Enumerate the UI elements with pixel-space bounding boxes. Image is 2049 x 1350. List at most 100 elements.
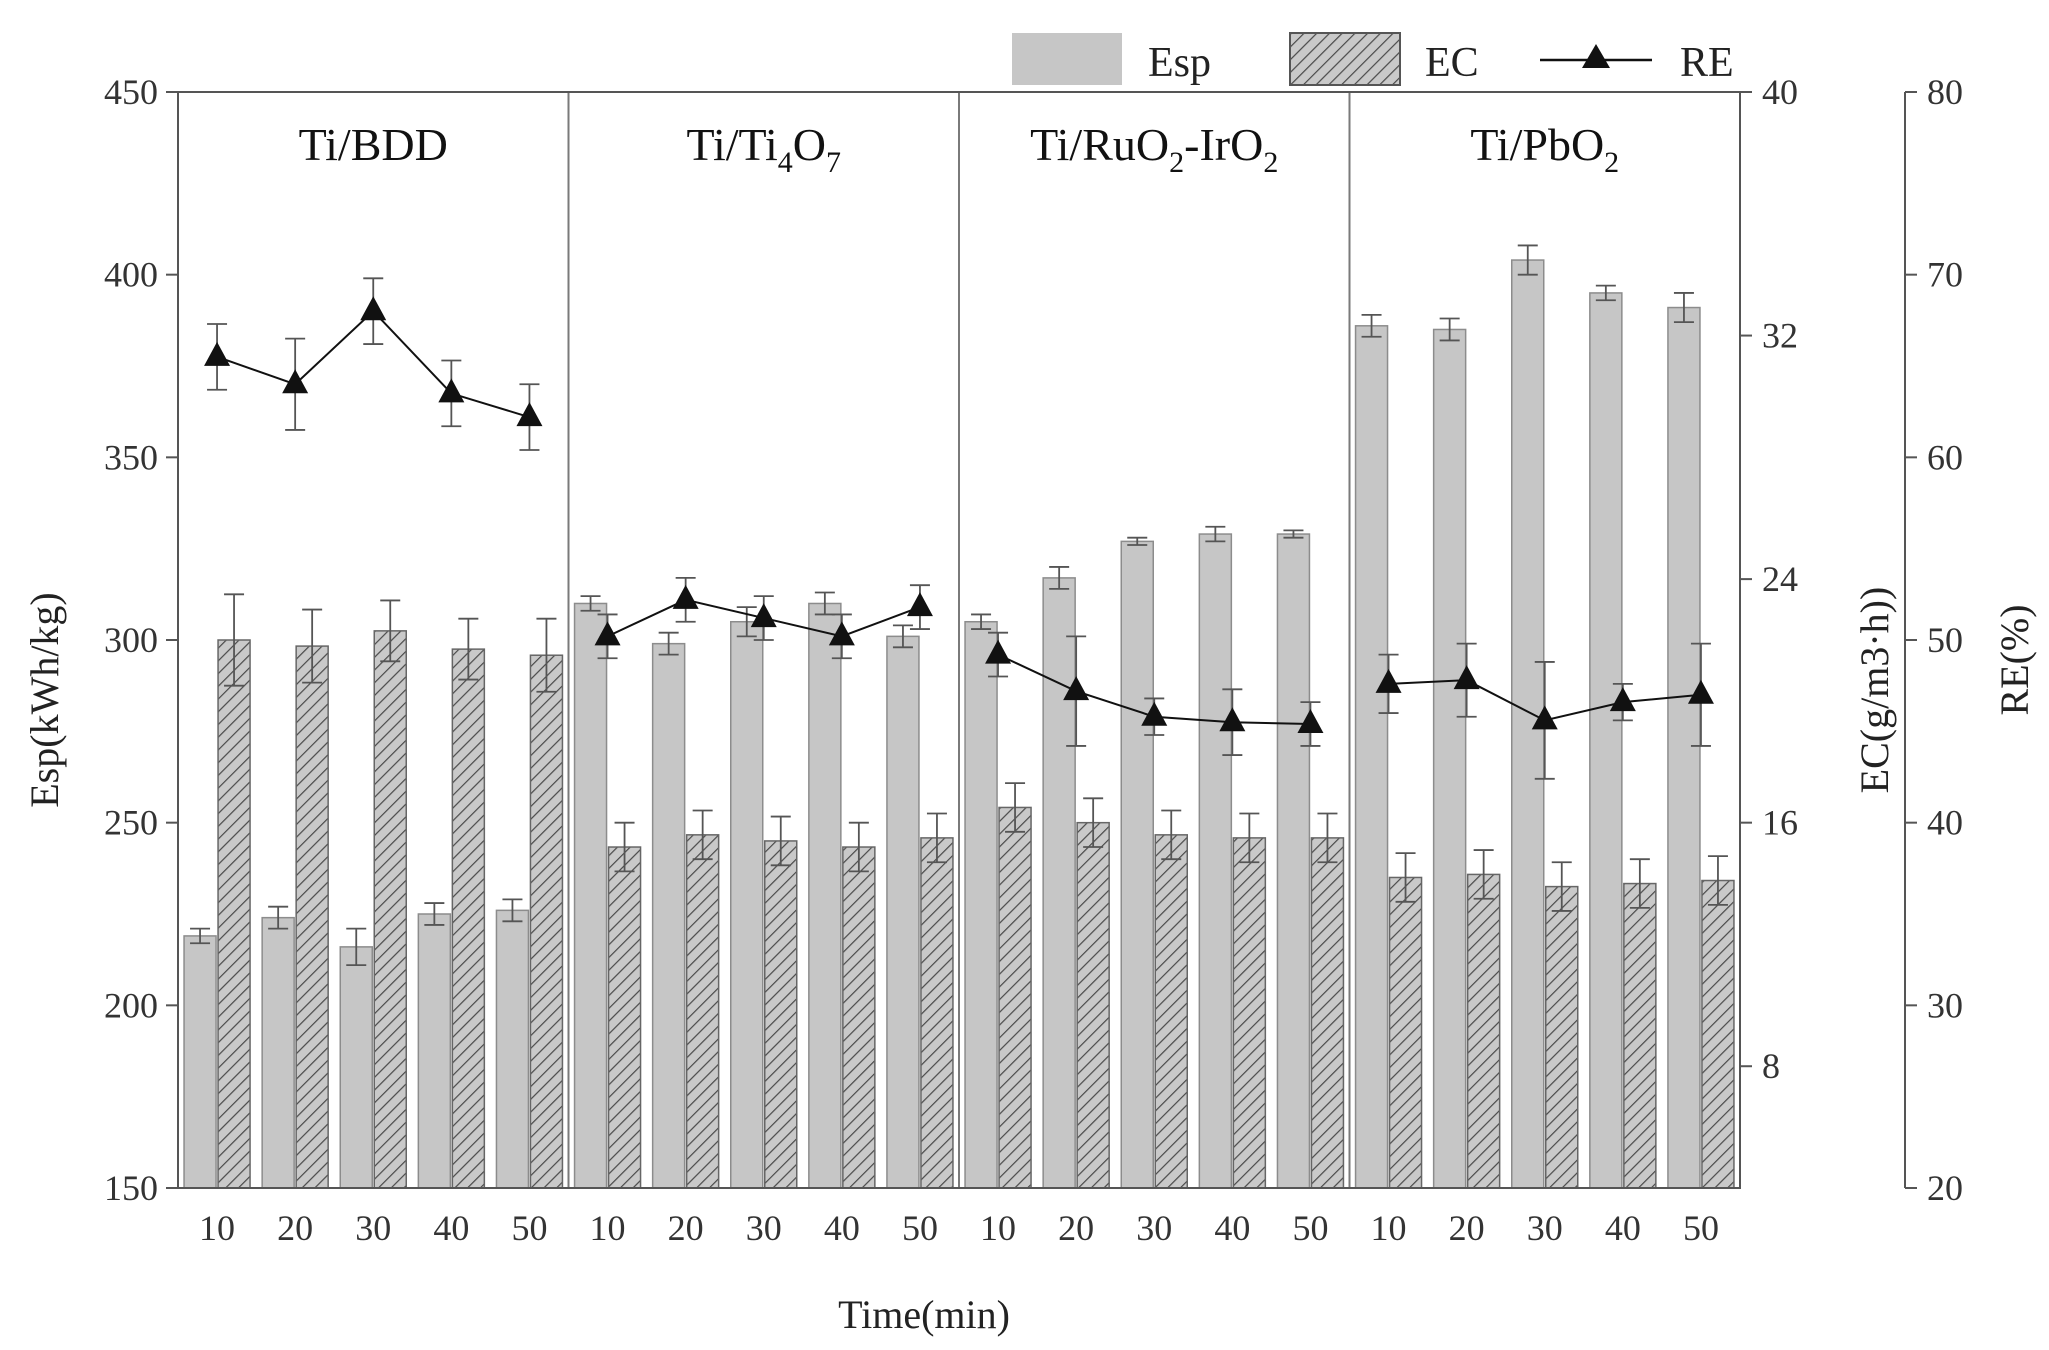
ec-error-bar xyxy=(692,809,713,861)
x-tick-label: 20 xyxy=(1449,1208,1485,1248)
y-right1-tick-label: 16 xyxy=(1762,803,1798,843)
axes-layer: 10 20 30 40 50 Ti/BDD 10 20 30 40 50 Ti/Ti4O7 10 20 30… xyxy=(104,72,1963,1248)
y-left-tick-label: 350 xyxy=(104,437,158,477)
esp-error-bar xyxy=(190,927,211,945)
esp-bar xyxy=(573,602,608,1189)
ec-error-bar xyxy=(770,815,791,867)
ec-bar xyxy=(1232,837,1267,1189)
ec-bar xyxy=(998,806,1032,1189)
re-marker xyxy=(282,369,309,394)
y-right2-tick-label: 20 xyxy=(1927,1168,1963,1208)
ec-bar xyxy=(920,837,954,1189)
esp-bar xyxy=(417,913,452,1189)
x-tick-label: 30 xyxy=(355,1208,391,1248)
ec-error-bar xyxy=(380,599,401,663)
y-right1-tick-label: 32 xyxy=(1762,316,1798,356)
re-marker xyxy=(516,402,543,427)
ec-bar xyxy=(1545,885,1579,1189)
x-tick-label: 20 xyxy=(668,1208,704,1248)
esp-error-bar xyxy=(1361,313,1382,338)
esp-error-bar xyxy=(268,905,289,930)
re-marker xyxy=(828,621,855,646)
ec-error-bar xyxy=(1551,861,1572,912)
ec-bar xyxy=(217,639,251,1189)
re-marker xyxy=(204,341,231,366)
esp-error-bar xyxy=(1205,525,1226,543)
ec-error-bar xyxy=(926,812,947,864)
x-tick-label: 10 xyxy=(199,1208,235,1248)
re-marker xyxy=(1297,709,1324,734)
ec-error-bar xyxy=(1317,812,1338,864)
panel-label: Ti/BDD xyxy=(299,119,448,170)
re-marker xyxy=(1141,701,1168,726)
x-tick-label: 30 xyxy=(1136,1208,1172,1248)
panel-label: Ti/Ti4O7 xyxy=(686,119,841,179)
esp-error-bar xyxy=(814,591,835,616)
ec-error-bar xyxy=(302,608,323,684)
panel-label: Ti/RuO2-IrO2 xyxy=(1030,119,1278,179)
esp-bar xyxy=(261,916,295,1189)
y-left-tick-label: 400 xyxy=(104,255,158,295)
legend-re-label: RE xyxy=(1680,40,1734,86)
bars-layer xyxy=(183,244,1735,1189)
y-axis-right1-title: EC(g/m3·h)) xyxy=(1852,587,1897,794)
ec-error-bar xyxy=(536,617,557,693)
legend-esp-swatch xyxy=(1012,33,1122,85)
x-tick-label: 30 xyxy=(1527,1208,1563,1248)
x-tick-label: 40 xyxy=(1605,1208,1641,1248)
esp-error-bar xyxy=(502,898,523,923)
x-tick-label: 20 xyxy=(277,1208,313,1248)
esp-bar xyxy=(651,642,686,1189)
re-marker xyxy=(438,378,465,403)
esp-error-bar xyxy=(1595,284,1616,302)
ec-error-bar xyxy=(614,821,635,873)
re-marker xyxy=(1063,676,1090,701)
ec-error-bar xyxy=(1239,812,1260,864)
y-right2-tick-label: 40 xyxy=(1927,803,1963,843)
x-tick-label: 40 xyxy=(824,1208,860,1248)
esp-error-bar xyxy=(1673,292,1694,324)
esp-bar xyxy=(1354,325,1389,1189)
ec-bar xyxy=(373,630,407,1189)
y-right1-tick-label: 40 xyxy=(1762,72,1798,112)
esp-error-bar xyxy=(580,595,601,612)
esp-bar xyxy=(339,946,373,1189)
x-tick-label: 40 xyxy=(433,1208,469,1248)
ec-error-bar xyxy=(1473,849,1494,900)
x-axis-title: Time(min) xyxy=(838,1292,1010,1337)
ec-error-bar xyxy=(224,593,245,687)
x-tick-label: 50 xyxy=(511,1208,547,1248)
y-axis-right2-title: RE(%) xyxy=(1992,604,2037,715)
esp-bar xyxy=(1432,328,1467,1189)
ec-error-bar xyxy=(458,617,479,681)
ec-bar xyxy=(1310,837,1345,1189)
y-right2-tick-label: 50 xyxy=(1927,620,1963,660)
y-right2-tick-label: 30 xyxy=(1927,985,1963,1025)
x-tick-label: 10 xyxy=(980,1208,1016,1248)
esp-error-bar xyxy=(346,927,367,967)
x-tick-label: 30 xyxy=(746,1208,782,1248)
esp-error-bar xyxy=(1517,244,1538,276)
esp-bar xyxy=(1589,292,1623,1189)
ec-bar xyxy=(842,846,876,1189)
ec-error-bar xyxy=(1005,782,1026,833)
esp-error-bar xyxy=(736,606,757,638)
ec-bar xyxy=(1388,876,1423,1189)
ec-error-bar xyxy=(1161,809,1182,861)
re-marker xyxy=(906,592,933,617)
esp-bar xyxy=(1120,540,1154,1189)
re-marker xyxy=(594,621,621,646)
esp-error-bar xyxy=(424,902,445,926)
esp-error-bar xyxy=(892,624,913,649)
ec-bar xyxy=(1701,879,1735,1189)
ec-bar xyxy=(685,834,720,1189)
y-left-tick-label: 300 xyxy=(104,620,158,660)
esp-bar xyxy=(964,620,998,1189)
esp-bar xyxy=(1198,533,1233,1189)
re-marker xyxy=(672,584,699,609)
y-right1-tick-label: 24 xyxy=(1762,559,1798,599)
ec-bar xyxy=(607,846,642,1189)
ec-error-bar xyxy=(1395,852,1416,903)
esp-error-bar xyxy=(1049,566,1070,590)
